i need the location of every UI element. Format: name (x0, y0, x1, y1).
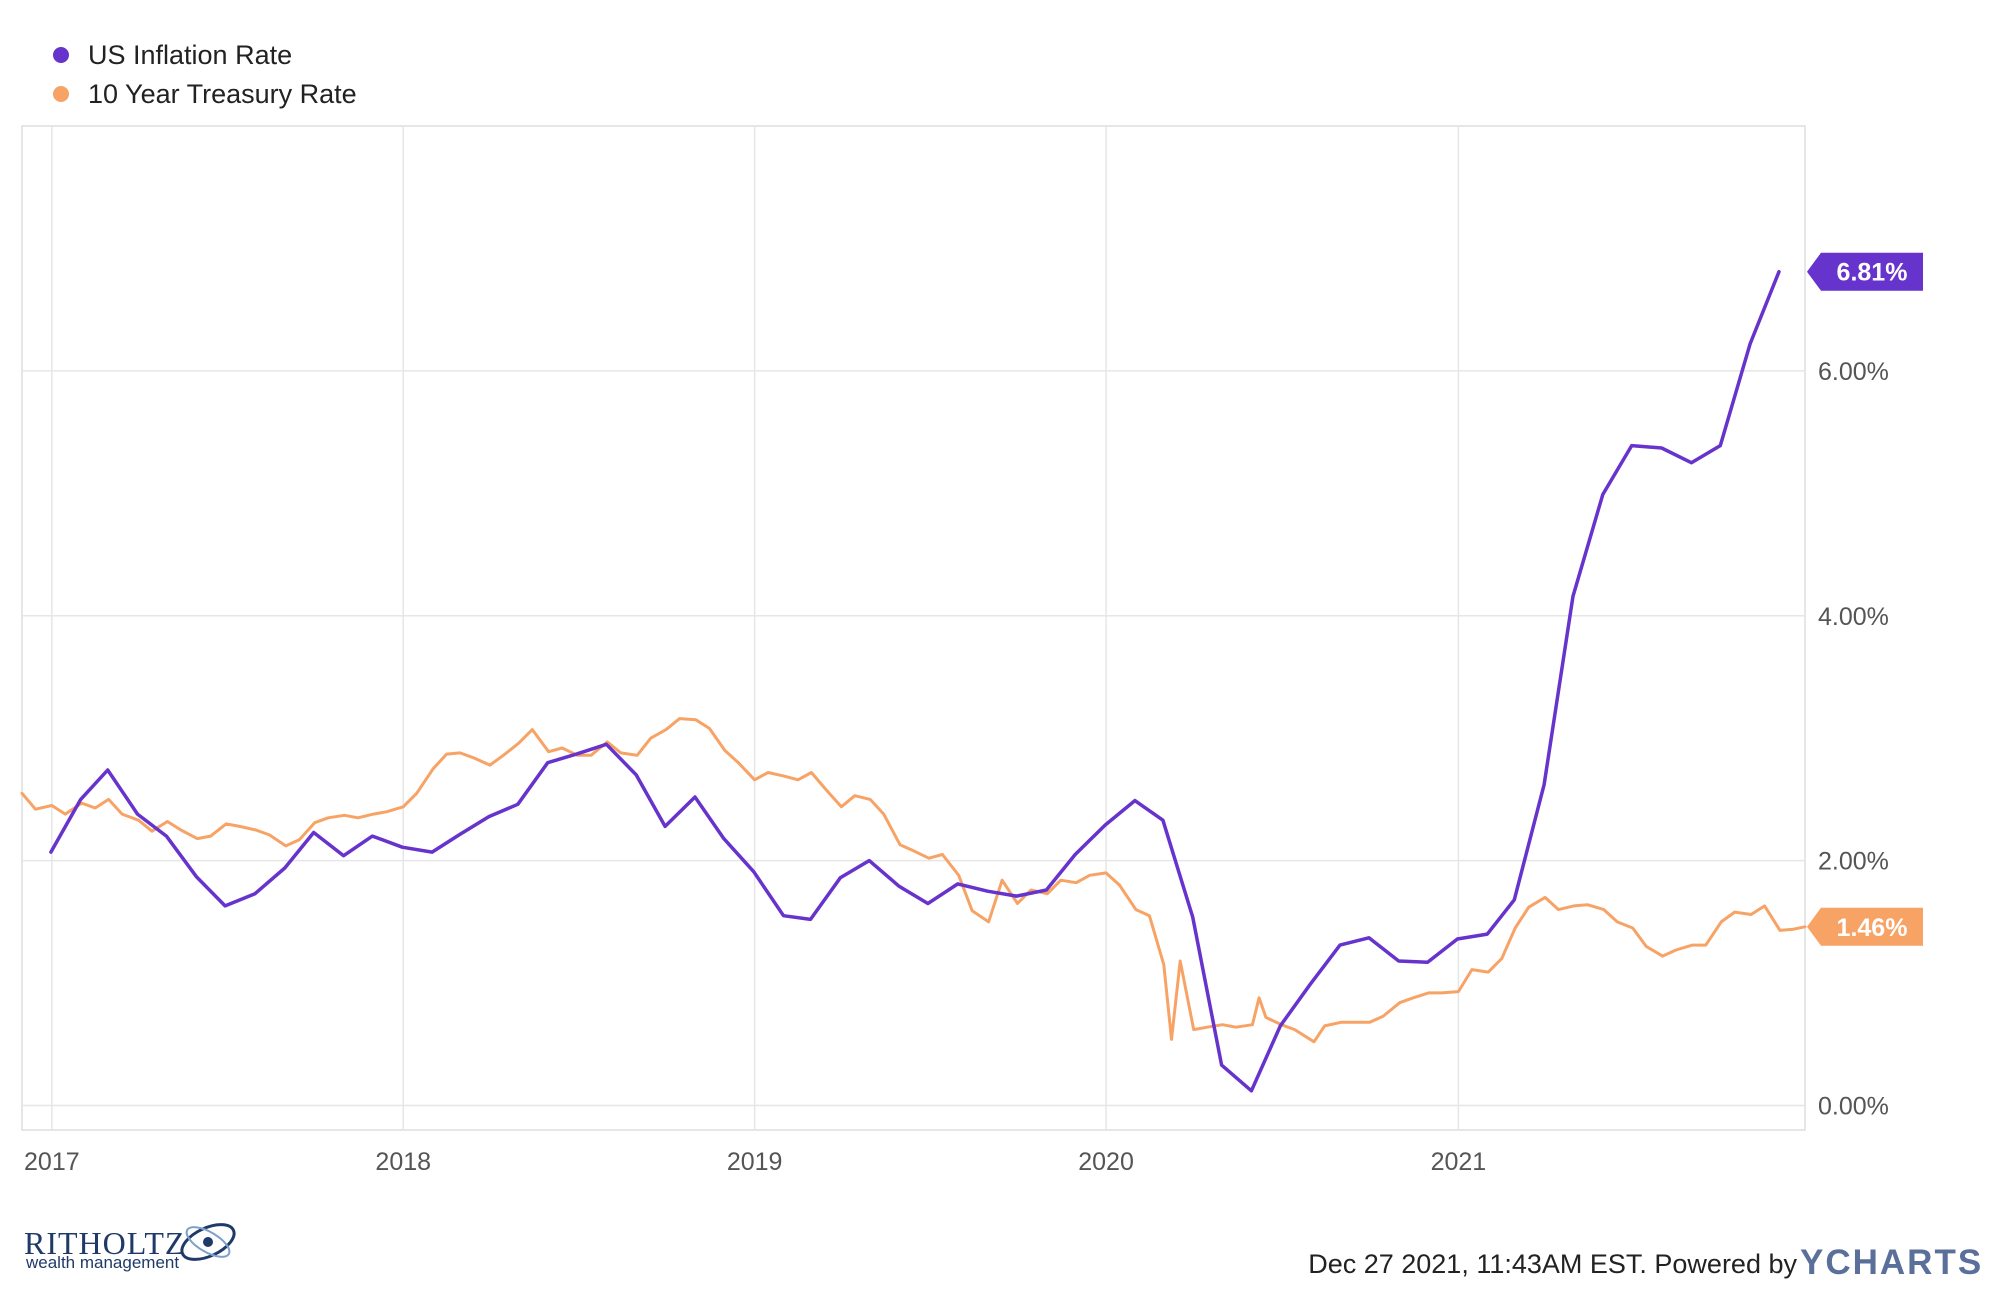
y-tick-label: 0.00% (1818, 1093, 1889, 1121)
footer-timestamp: Dec 27 2021, 11:43AM EST. Powered by (1308, 1249, 1797, 1279)
y-axis: 0.00% 2.00% 4.00% 6.00% (1818, 358, 1889, 1121)
x-tick-label: 2019 (727, 1148, 783, 1176)
last-value-badge-treasury: 1.46% (1807, 907, 1923, 946)
footer: Dec 27 2021, 11:43AM EST. Powered by YCH… (1308, 1243, 1983, 1282)
last-value-badge-inflation: 6.81% (1807, 252, 1923, 291)
x-tick-label: 2017 (24, 1148, 80, 1176)
ritholtz-logo: RITHOLTZ wealth management (24, 1223, 236, 1272)
legend-item-treasury[interactable]: 10 Year Treasury Rate (53, 79, 357, 109)
badge-value: 6.81% (1837, 259, 1908, 287)
series-layer (20, 269, 1807, 1093)
logo-tagline: wealth management (25, 1253, 179, 1272)
y-tick-label: 6.00% (1818, 358, 1889, 386)
y-tick-label: 2.00% (1818, 848, 1889, 876)
badge-shape (1807, 252, 1923, 291)
series-line-inflation (49, 269, 1781, 1093)
ycharts-brand[interactable]: YCHARTS (1800, 1243, 1983, 1282)
x-axis: 2017 2018 2019 2020 2021 (24, 1148, 1486, 1176)
last-value-badges: 6.81% 1.46% (1807, 252, 1923, 946)
x-tick-label: 2020 (1078, 1148, 1134, 1176)
legend: US Inflation Rate 10 Year Treasury Rate (53, 40, 357, 109)
logo-emblem-icon (180, 1223, 236, 1261)
legend-label-inflation: US Inflation Rate (88, 40, 292, 70)
legend-item-inflation[interactable]: US Inflation Rate (53, 40, 292, 70)
legend-marker-inflation (53, 47, 69, 63)
grid (22, 126, 1805, 1130)
badge-value: 1.46% (1837, 914, 1908, 942)
series-line-treasury (20, 717, 1807, 1044)
plot-area (21, 125, 1806, 1131)
x-tick-label: 2021 (1431, 1148, 1487, 1176)
logo-name: RITHOLTZ (24, 1225, 185, 1261)
x-tick-label: 2018 (375, 1148, 431, 1176)
badge-shape (1807, 907, 1923, 946)
legend-label-treasury: 10 Year Treasury Rate (88, 79, 357, 109)
y-tick-label: 4.00% (1818, 603, 1889, 631)
legend-marker-treasury (53, 86, 69, 102)
